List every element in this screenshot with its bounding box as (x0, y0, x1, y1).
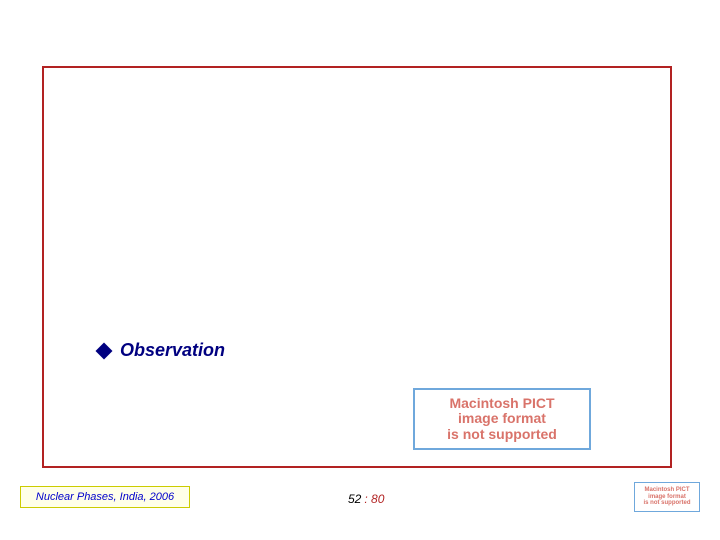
pict-small-text: Macintosh PICT image format is not suppo… (644, 487, 691, 507)
page-suffix: : 80 (364, 492, 384, 506)
footer-label: Nuclear Phases, India, 2006 (20, 486, 190, 508)
page-number: 52 : 80 (348, 492, 384, 506)
diamond-bullet-icon (96, 342, 113, 359)
footer-text: Nuclear Phases, India, 2006 (36, 491, 174, 503)
pict-large-text: Macintosh PICT image format is not suppo… (447, 396, 557, 442)
bullet-text: Observation (120, 340, 225, 361)
bullet-observation: Observation (98, 340, 225, 361)
page-current: 52 (348, 492, 361, 506)
pict-placeholder-small: Macintosh PICT image format is not suppo… (634, 482, 700, 512)
pict-placeholder-large: Macintosh PICT image format is not suppo… (413, 388, 591, 450)
